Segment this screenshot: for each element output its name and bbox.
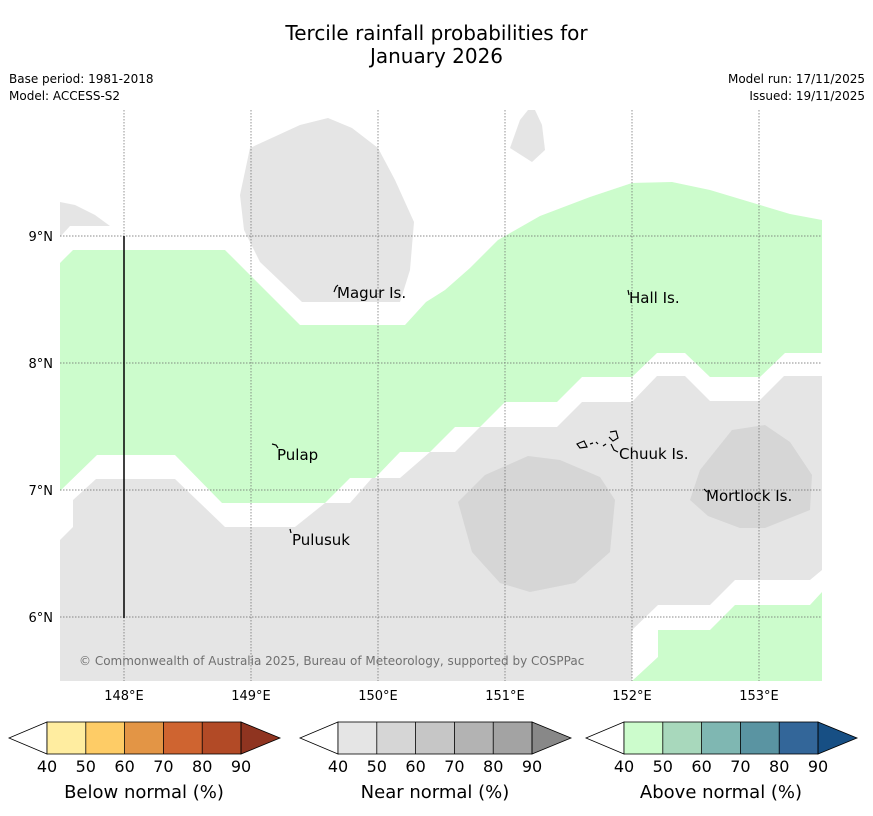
colorbar-above-tick-40: 40 [614,757,634,776]
near-normal-region-south [60,376,822,681]
above-normal-region-se [632,592,822,681]
lat-tick-8: 8°N [29,357,54,372]
lat-tick-7: 7°N [29,484,54,499]
place-label-magur: Magur Is. [337,284,406,302]
base-period: Base period: 1981-2018 [9,72,154,86]
colorbar-near-over [531,721,573,755]
near-normal-region-north [240,118,414,302]
colorbar-above-swatch-80 [779,722,818,754]
lon-tick-150: 150°E [358,689,398,704]
lon-tick-153: 153°E [739,689,779,704]
colorbar-near-normal: 40 50 60 70 80 90 Near normal (%) [298,721,573,803]
colorbar-below-tick-80: 80 [192,757,212,776]
colorbar-above-tick-70: 70 [730,757,750,776]
lon-tick-152: 152°E [612,689,652,704]
colorbar-below-tick-40: 40 [37,757,57,776]
colorbar-above-under [584,721,625,755]
near-normal-patch-east [690,425,812,528]
title-line-1: Tercile rainfall probabilities for [285,21,588,45]
colorbar-below-over [240,721,282,755]
colorbar-above-swatch-50 [662,722,702,754]
colorbar-near-swatch-70 [454,722,494,754]
colorbar-above-tick-50: 50 [653,757,673,776]
colorbar-below-tick-50: 50 [76,757,96,776]
issued-date: Issued: 19/11/2025 [749,89,865,103]
colorbar-above-swatch-70 [740,722,780,754]
place-label-chuuk: Chuuk Is. [619,445,688,463]
chart-title: Tercile rainfall probabilities for Janua… [0,22,873,68]
colorbar-near-swatch-80 [493,722,532,754]
colorbar-below-swatch-80 [202,722,241,754]
colorbar-near-tick-90: 90 [522,757,542,776]
near-normal-region-islet [510,110,545,162]
island-outlines [271,284,708,534]
colorbar-near-swatch-60 [415,722,455,754]
title-line-2: January 2026 [369,44,504,68]
latitude-ticks: 9°N 8°N 7°N 6°N [29,230,54,626]
colorbar-above-label: Above normal (%) [640,782,802,803]
colorbar-below-swatch-60 [124,722,164,754]
colorbar-above-tick-90: 90 [808,757,828,776]
colorbar-below-tick-60: 60 [114,757,134,776]
colorbar-near-tick-80: 80 [483,757,503,776]
lon-tick-148: 148°E [104,689,144,704]
colorbar-above-swatch-40 [624,722,663,754]
place-label-pulusuk: Pulusuk [292,531,350,549]
lat-tick-9: 9°N [29,230,54,245]
colorbar-above-tick-60: 60 [691,757,711,776]
model-name: Model: ACCESS-S2 [9,89,121,103]
colorbar-near-tick-40: 40 [328,757,348,776]
colorbar-below-normal: 40 50 60 70 80 90 Below normal (%) [7,721,282,803]
place-label-pulap: Pulap [277,446,318,464]
colorbar-below-swatch-70 [163,722,203,754]
colorbar-below-tick-90: 90 [231,757,251,776]
map-area: © Commonwealth of Australia 2025, Bureau… [60,110,822,681]
colorbar-below-swatch-50 [85,722,125,754]
colorbar-above-swatch-60 [701,722,741,754]
lon-tick-151: 151°E [485,689,525,704]
colorbar-below-under [7,721,48,755]
colorbar-below-swatch-40 [47,722,86,754]
near-normal-region-nw [60,202,110,237]
lat-tick-6: 6°N [29,611,54,626]
place-label-mortlock: Mortlock Is. [706,487,792,505]
colorbar-near-swatch-40 [338,722,377,754]
meta-left: Base period: 1981-2018 Model: ACCESS-S2 [9,71,154,105]
copyright-text: © Commonwealth of Australia 2025, Bureau… [79,654,584,668]
colorbar-below-label: Below normal (%) [64,782,224,803]
near-normal-patch-central [458,456,615,592]
colorbar-above-normal: 40 50 60 70 80 90 Above normal (%) [584,721,859,803]
colorbar-below-tick-70: 70 [153,757,173,776]
colorbar-near-tick-60: 60 [405,757,425,776]
meta-right: Model run: 17/11/2025 Issued: 19/11/2025 [728,71,865,105]
longitude-ticks: 148°E 149°E 150°E 151°E 152°E 153°E [104,689,779,704]
above-normal-region-main [60,182,822,503]
colorbar-above-tick-80: 80 [769,757,789,776]
colorbar-above-over [817,721,859,755]
colorbar-near-tick-50: 50 [367,757,387,776]
colorbar-near-label: Near normal (%) [361,782,510,803]
colorbar-near-swatch-50 [376,722,416,754]
model-run: Model run: 17/11/2025 [727,72,865,86]
colorbar-near-under [298,721,339,755]
lon-tick-149: 149°E [231,689,271,704]
colorbar-near-tick-70: 70 [444,757,464,776]
place-label-hall: Hall Is. [629,289,680,307]
